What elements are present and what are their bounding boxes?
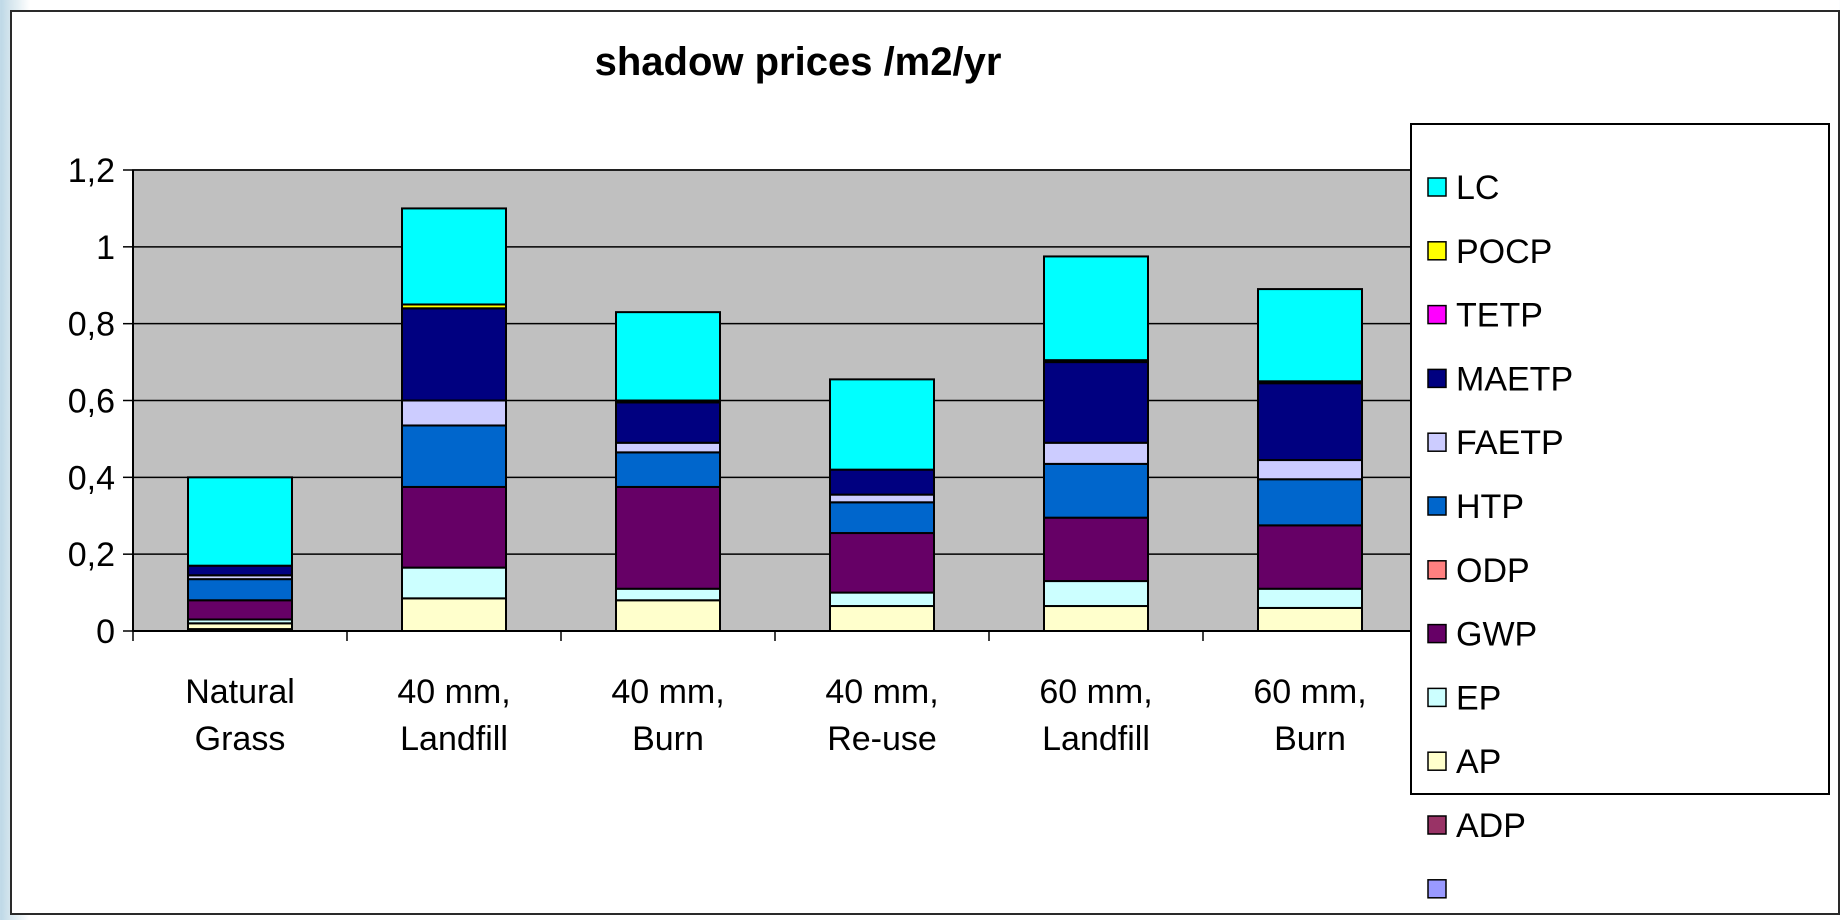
bar-segment-lc	[829, 378, 935, 471]
bar-segment-lc	[1043, 255, 1149, 362]
bar-segment-ep	[615, 587, 721, 602]
legend-label: TETP	[1456, 297, 1543, 335]
legend-label: ODP	[1456, 552, 1530, 590]
x-category-label: Re-use	[827, 720, 937, 758]
legend-swatch-ep	[1427, 687, 1447, 708]
bar-segment-lc	[187, 476, 293, 567]
bar-segment-gwp	[1257, 524, 1363, 590]
legend-label: MAETP	[1456, 360, 1573, 398]
bar-segment-ap	[1043, 605, 1149, 633]
legend-swatch-tetp	[1427, 304, 1447, 325]
bar-segment-ep	[1257, 587, 1363, 609]
bar-segment-faetp	[1257, 459, 1363, 481]
legend-swatch-odp	[1427, 560, 1447, 580]
legend-label: HTP	[1456, 488, 1524, 526]
legend-swatch-lc	[1427, 177, 1447, 197]
bar-segment-htp	[1043, 462, 1149, 519]
legend-label: POCP	[1456, 233, 1552, 271]
x-category-label: Grass	[195, 720, 286, 758]
chart-frame: shadow prices /m2/yr 0 0,2 0,4 0,6 0,8 1 1,2 Na…	[10, 10, 1840, 915]
y-tick-label: 0,8	[68, 306, 115, 344]
x-category-label: Burn	[1274, 720, 1346, 758]
legend-swatch-ap	[1427, 751, 1447, 771]
bar-segment-faetp	[829, 493, 935, 504]
legend-label: ADP	[1456, 807, 1526, 845]
legend-swatch-gwp	[1427, 623, 1447, 644]
legend-label: FAETP	[1456, 424, 1564, 462]
bar-segment-maetp	[187, 564, 293, 577]
legend-box	[1410, 123, 1830, 795]
x-category-label: 40 mm,	[825, 673, 938, 711]
bar-segment-ep	[829, 591, 935, 608]
bar-segment-lc	[1257, 288, 1363, 383]
x-category-label: Landfill	[400, 720, 508, 758]
bar-segment-ap	[829, 605, 935, 633]
legend-swatch-pocp	[1427, 241, 1447, 261]
gridlines	[133, 169, 1631, 555]
legend: LC POCP TETP MAETP FAETP HTP ODP GWP EP AP ADP	[1410, 123, 1830, 899]
legend-swatch-htp	[1427, 496, 1447, 516]
bar-segment-gwp	[615, 485, 721, 590]
y-tick-label: 0,2	[68, 536, 115, 574]
bar-segment-ap	[1257, 606, 1363, 633]
legend-label: AP	[1456, 743, 1501, 781]
bar-segment-maetp	[829, 468, 935, 496]
bar-segment-maetp	[1043, 361, 1149, 444]
bar-segment-htp	[829, 501, 935, 535]
bar-segment-lc	[615, 311, 721, 402]
legend-swatch-maetp	[1427, 368, 1447, 389]
x-category-label: Landfill	[1042, 720, 1150, 758]
legend-label: LC	[1456, 169, 1499, 207]
bar-segment-gwp	[187, 599, 293, 621]
chart-title: shadow prices /m2/yr	[595, 40, 1002, 84]
bar-segment-ep	[401, 566, 507, 600]
y-tick-label: 0,4	[68, 459, 115, 497]
y-tick-label: 1	[96, 229, 115, 267]
legend-swatch-adp	[1427, 815, 1447, 835]
bar-segment-gwp	[829, 532, 935, 594]
x-category-label: Natural	[185, 673, 295, 711]
y-tick-label: 0	[96, 613, 115, 651]
legend-label: GWP	[1456, 616, 1537, 654]
y-tick-label: 0,6	[68, 383, 115, 421]
stacked-bar-chart: shadow prices /m2/yr 0 0,2 0,4 0,6 0,8 1 1,2 Na…	[68, 40, 1830, 899]
x-category-label: 60 mm,	[1039, 673, 1152, 711]
bar-segment-ep	[1043, 580, 1149, 608]
bar-segment-maetp	[1257, 382, 1363, 462]
x-category-label: 40 mm,	[611, 673, 724, 711]
legend-swatch-unnamed	[1427, 879, 1447, 899]
bar-segment-faetp	[1043, 441, 1149, 465]
bar-segment-htp	[1257, 478, 1363, 527]
legend-label: EP	[1456, 679, 1501, 717]
bar-segment-htp	[615, 451, 721, 488]
bar-segment-gwp	[1043, 516, 1149, 583]
x-category-label: 40 mm,	[397, 673, 510, 711]
bar-segment-ap	[401, 597, 507, 632]
x-category-label: Burn	[632, 720, 704, 758]
bar-segment-maetp	[615, 401, 721, 444]
bar-segment-faetp	[401, 399, 507, 427]
legend-swatch-faetp	[1427, 432, 1447, 452]
bar-segment-ap	[615, 599, 721, 632]
bar-segment-faetp	[615, 441, 721, 454]
bar-segment-htp	[187, 578, 293, 602]
bar-segment-htp	[401, 424, 507, 488]
bar-segment-gwp	[401, 485, 507, 569]
x-category-label: 60 mm,	[1253, 673, 1366, 711]
y-tick-label: 1,2	[68, 152, 115, 190]
bar-segment-maetp	[401, 307, 507, 402]
bar-segment-lc	[401, 207, 507, 306]
